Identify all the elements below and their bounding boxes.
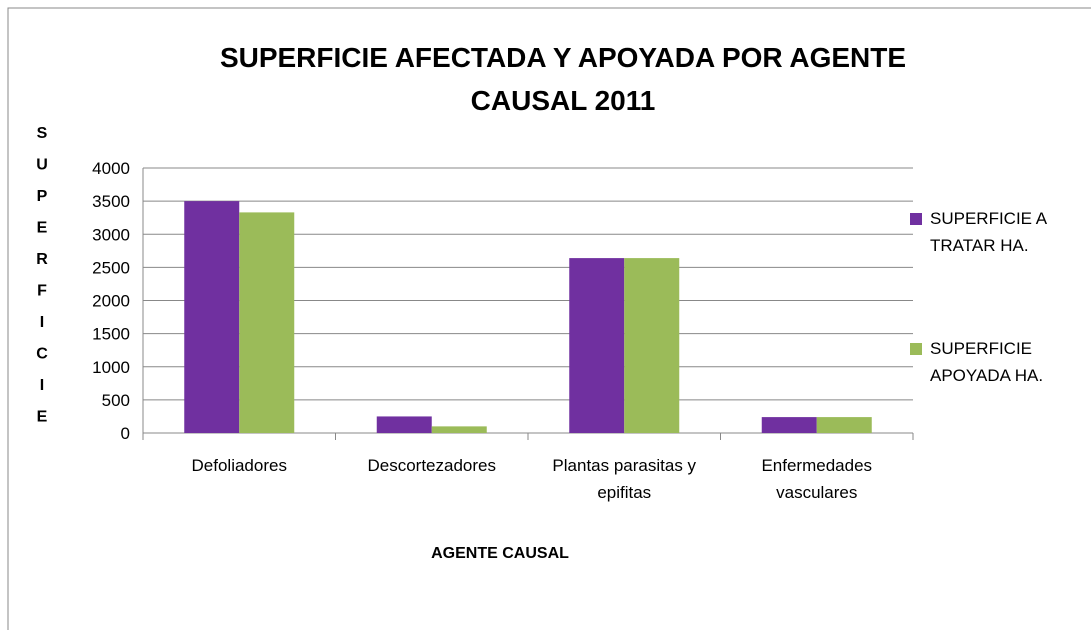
bar — [624, 258, 680, 433]
y-tick-label: 1000 — [92, 358, 130, 377]
y-tick-label: 1500 — [92, 325, 130, 344]
x-tick-label: Descortezadores — [367, 456, 496, 475]
y-tick-label: 500 — [102, 391, 130, 410]
bar — [569, 258, 625, 433]
y-tick-label: 2000 — [92, 292, 130, 311]
x-axis-title: AGENTE CAUSAL — [431, 545, 569, 562]
y-axis-title: SUPERFICIE — [34, 125, 51, 440]
y-tick-label: 2500 — [92, 258, 130, 277]
x-tick-label: Enfermedades vasculares — [761, 456, 873, 502]
bar — [431, 426, 487, 433]
chart-title: SUPERFICIE AFECTADA Y APOYADA POR AGENTE… — [219, 42, 907, 116]
bar — [761, 417, 817, 433]
y-tick-label: 3000 — [92, 225, 130, 244]
x-tick-label: Defoliadores — [191, 456, 287, 475]
legend-swatch — [910, 343, 922, 355]
legend-swatch — [910, 213, 922, 225]
bar — [816, 417, 872, 433]
x-tick-label: Plantas parasitas y epifitas — [552, 456, 697, 502]
y-tick-label: 3500 — [92, 192, 130, 211]
bar — [239, 212, 295, 433]
y-tick-label: 0 — [121, 424, 130, 443]
legend-label: SUPERFICIE A TRATAR HA. — [930, 209, 1047, 255]
legend-label: SUPERFICIE APOYADA HA. — [930, 339, 1044, 385]
bar — [184, 201, 240, 433]
y-tick-label: 4000 — [92, 159, 130, 178]
bar — [376, 416, 432, 433]
